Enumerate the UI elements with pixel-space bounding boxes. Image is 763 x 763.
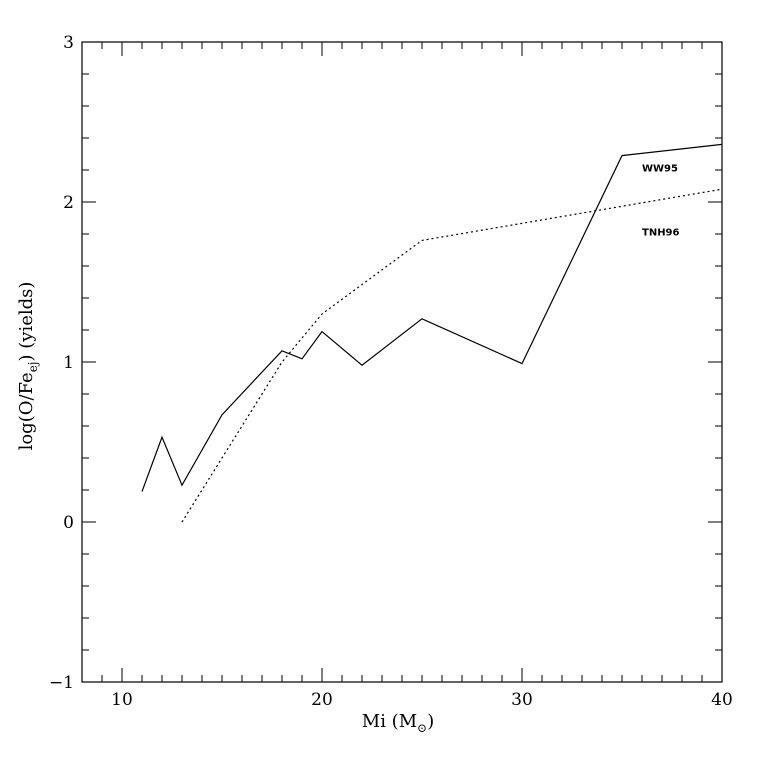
y-axis-title: log(O/Feej) (yields) bbox=[16, 282, 40, 451]
series-line-tnh96 bbox=[181, 188, 723, 523]
x-tick-label: 40 bbox=[711, 690, 733, 710]
x-tick-label: 30 bbox=[511, 690, 533, 710]
y-tick-label: 2 bbox=[63, 193, 74, 213]
series-line-ww95 bbox=[141, 143, 723, 492]
series-group bbox=[141, 143, 723, 523]
ticks-group bbox=[81, 41, 723, 683]
x-tick-label: 20 bbox=[311, 690, 333, 710]
y-tick-label: 3 bbox=[63, 33, 74, 53]
plot-frame bbox=[81, 41, 723, 683]
x-tick-label: 10 bbox=[111, 690, 133, 710]
x-axis-title: Mi (M⊙) bbox=[362, 711, 434, 735]
y-tick-label: 0 bbox=[63, 513, 74, 533]
series-label-ww95: WW95 bbox=[642, 164, 678, 175]
tick-labels-group: 10 20 30 40 −1 0 1 2 3 bbox=[49, 33, 733, 710]
y-tick-label: −1 bbox=[49, 673, 74, 693]
annotations-group: WW95 TNH96 bbox=[642, 164, 680, 239]
y-tick-label: 1 bbox=[63, 353, 74, 373]
series-label-tnh96: TNH96 bbox=[642, 228, 680, 239]
